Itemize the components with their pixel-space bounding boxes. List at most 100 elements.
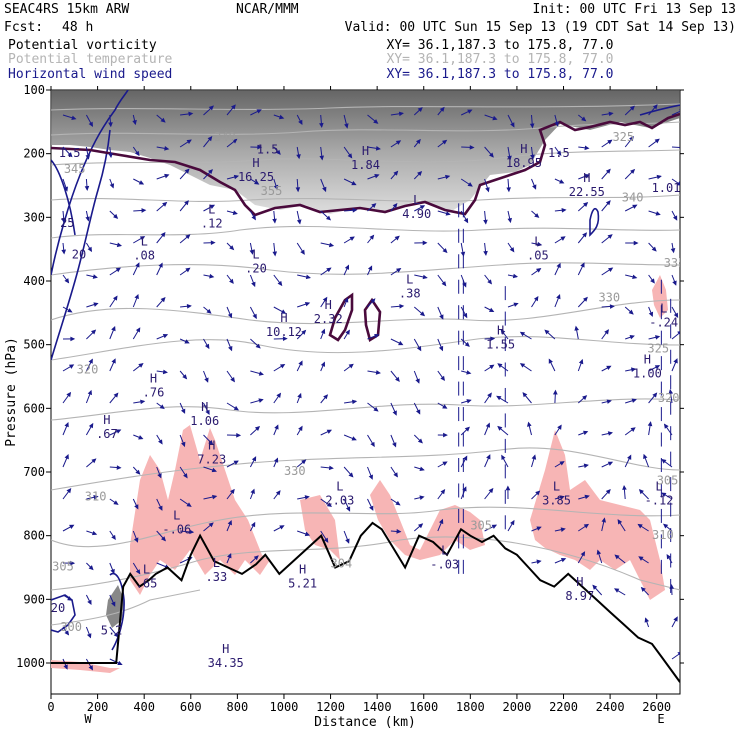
wind-vector-head <box>373 119 379 124</box>
wind-vector-head <box>257 144 263 150</box>
wind-vector-head <box>301 329 307 335</box>
wind-vector-head <box>532 184 537 190</box>
wind-vector-head <box>64 422 69 428</box>
x-tick-label: 2400 <box>596 700 625 714</box>
theta-label: 305 <box>470 518 492 532</box>
wind-vector-head <box>111 601 116 607</box>
extremum-value: 34.35 <box>208 656 244 670</box>
wind-vector-head <box>489 364 495 370</box>
extremum-value: 18.95 <box>506 156 542 170</box>
wind-vector-head <box>116 242 123 248</box>
wind-vector-head <box>116 429 122 434</box>
wind-vector-head <box>530 154 535 160</box>
wind-vector-head <box>277 280 283 287</box>
wind-vector-head <box>607 461 614 466</box>
wind-vector-head <box>537 241 543 247</box>
wind-vector-head <box>88 565 94 571</box>
x-tick-label: 1800 <box>456 700 485 714</box>
wind-vector-head <box>627 454 632 460</box>
wind-vector-head <box>227 553 232 559</box>
wind-vector-head <box>392 202 398 209</box>
wind-vector-head <box>583 463 589 469</box>
extremum-type: H <box>644 352 651 366</box>
wind-vector-head <box>157 473 162 479</box>
wind-vector-head <box>348 472 354 478</box>
wind-vector-head <box>345 329 350 335</box>
extremum-type: L <box>173 508 180 522</box>
wind-vector-head <box>584 174 590 179</box>
wind-vector-head <box>91 530 98 536</box>
extremum-type: H <box>362 144 369 158</box>
extremum-type: L <box>534 235 541 249</box>
wind-vector-head <box>629 135 634 142</box>
extremum-type: H <box>583 171 590 185</box>
wind-vector-head <box>322 186 327 193</box>
wind-vector-head <box>552 389 558 395</box>
wind-vector-head <box>607 234 613 239</box>
wind-vector-head <box>609 304 615 309</box>
wind-vector-head <box>655 335 661 340</box>
organization: NCAR/MMM <box>236 2 299 17</box>
wind-vector-head <box>497 425 503 431</box>
pv-shading-stratosphere <box>51 90 680 214</box>
wind-vector-head <box>490 336 496 342</box>
wind-vector-head <box>394 235 400 241</box>
wind-vector-head <box>488 152 494 158</box>
wind-vector-head <box>204 377 209 383</box>
wind-vector-head <box>614 554 620 560</box>
theta-label: 325 <box>647 341 669 355</box>
wind-contour-label: 25 <box>60 216 74 230</box>
wind-vector-head <box>677 651 680 656</box>
theta-label: 355 <box>261 184 283 198</box>
wind-vector-head <box>439 314 444 320</box>
wind-vector-head <box>210 240 216 246</box>
extremum-type: H <box>299 562 306 576</box>
wind-vector-head <box>298 425 303 432</box>
wind-vector-head <box>519 363 526 368</box>
wind-vector-head <box>141 208 147 213</box>
wind-vector-head <box>113 213 119 219</box>
wind-vector-head <box>349 236 355 241</box>
field-xy-pv: XY= 36.1,187.3 to 175.8, 77.0 <box>387 38 614 53</box>
wind-vector-head <box>497 363 503 368</box>
theta-label: 335 <box>664 256 686 270</box>
wind-vector-head <box>581 116 587 122</box>
y-tick-label: 700 <box>23 465 45 479</box>
wind-vector-head <box>442 139 448 145</box>
wind-vector-head <box>506 187 511 193</box>
wind-vector-head <box>272 251 278 257</box>
wind-vector-head <box>183 473 188 479</box>
wind-vector-head <box>628 309 634 315</box>
wind-vector-head <box>607 139 613 145</box>
wind-vector-head <box>258 371 264 376</box>
wind-vector-head <box>369 505 374 511</box>
wind-vector-head <box>111 358 116 364</box>
wind-vector-head <box>607 431 614 436</box>
wind-vector-head <box>254 426 261 432</box>
wind-vector-head <box>375 146 381 151</box>
wind-vector-head <box>500 329 506 335</box>
wind-contour-label: 1.5 <box>548 146 570 160</box>
wind-vector-head <box>297 392 302 399</box>
wind-contour-labels: 1.5 1.5 1.5 25 20 20 5.2 1.01 <box>51 143 680 638</box>
wind-vector-head <box>561 207 567 213</box>
wind-vector-head <box>415 138 421 145</box>
wind-vector-head <box>110 568 115 575</box>
field-name-wind: Horizontal wind speed <box>8 67 172 82</box>
extremum-value: 7.23 <box>197 452 226 466</box>
wind-vector-head <box>230 104 236 110</box>
wind-vector-head <box>84 185 90 191</box>
wind-vector-head <box>556 150 562 156</box>
wind-vector-head <box>527 421 532 427</box>
wind-vector-head <box>582 202 589 208</box>
wind-vector-head <box>443 432 448 438</box>
wind-vector-head <box>63 664 68 670</box>
extremum-value: .05 <box>527 249 549 263</box>
y-tick-label: 200 <box>23 147 45 161</box>
wind-vector-head <box>651 246 657 252</box>
wind-vector-head <box>162 369 168 375</box>
wind-vector-head <box>254 180 260 185</box>
wind-vector-head <box>548 358 553 364</box>
forecast-hours: 48 h <box>62 20 93 35</box>
wind-vector-head <box>442 248 448 254</box>
